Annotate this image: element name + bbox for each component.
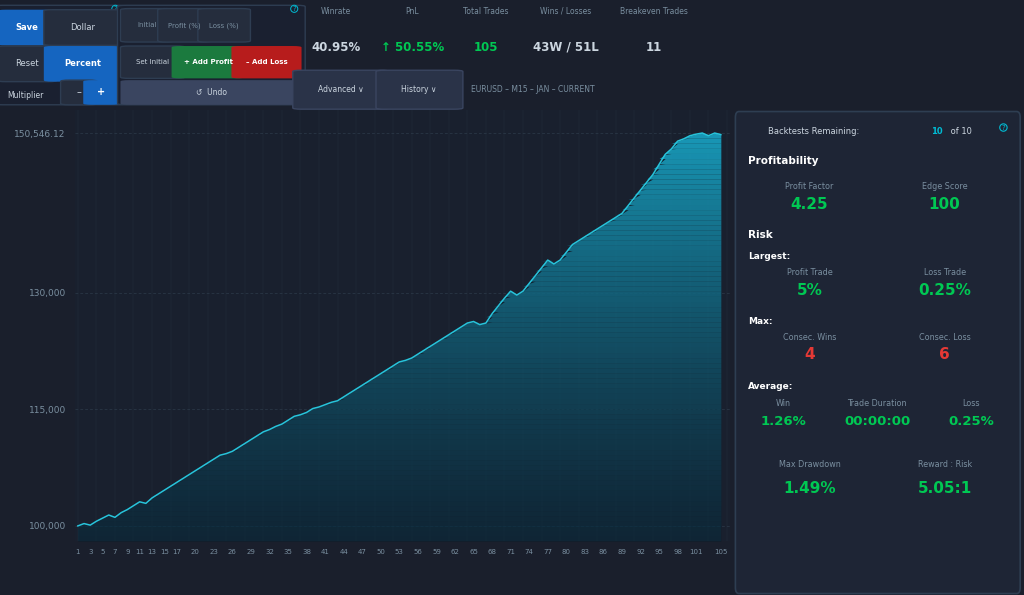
Text: 5.05:1: 5.05:1 [918,481,972,496]
Text: Advanced ∨: Advanced ∨ [318,84,364,93]
Text: 10: 10 [932,127,943,136]
Text: EURUSD – M15 – JAN – CURRENT: EURUSD – M15 – JAN – CURRENT [471,84,595,93]
Text: 6: 6 [939,347,950,362]
FancyBboxPatch shape [198,8,251,42]
FancyBboxPatch shape [172,46,245,79]
FancyBboxPatch shape [0,10,57,45]
FancyBboxPatch shape [376,70,463,109]
FancyBboxPatch shape [735,111,1020,594]
FancyBboxPatch shape [118,5,305,105]
Text: + Add Profit: + Add Profit [183,59,232,65]
Text: Loss (%): Loss (%) [209,22,239,29]
Text: Wins / Losses: Wins / Losses [541,7,592,15]
Text: Trade Duration: Trade Duration [847,399,907,408]
Text: –: – [77,87,81,98]
Text: Average:: Average: [748,382,794,391]
Text: Reset: Reset [15,60,39,68]
Text: Consec. Loss: Consec. Loss [919,333,971,342]
Text: Win: Win [775,399,791,408]
FancyBboxPatch shape [158,8,210,42]
Text: Consec. Wins: Consec. Wins [782,333,837,342]
Text: Initial: Initial [137,23,157,29]
Text: Winrate: Winrate [321,7,351,15]
FancyBboxPatch shape [121,46,184,79]
FancyBboxPatch shape [231,46,301,79]
Text: 0.25%: 0.25% [919,283,971,298]
Text: of 10: of 10 [947,127,972,136]
FancyBboxPatch shape [0,5,125,105]
Text: 1.26%: 1.26% [760,415,806,428]
Text: 0.25%: 0.25% [948,415,994,428]
Text: History ∨: History ∨ [401,84,437,93]
Text: Risk: Risk [748,230,772,240]
Text: $50550.00: $50550.00 [393,83,431,89]
FancyBboxPatch shape [44,46,121,82]
Text: ?: ? [293,6,296,12]
Text: +: + [97,87,105,98]
Text: Profit (%): Profit (%) [168,22,201,29]
Text: Edge Score: Edge Score [922,182,968,191]
Text: 4: 4 [804,347,815,362]
Text: – Add Loss: – Add Loss [246,59,288,65]
Text: Loss: Loss [963,399,980,408]
Text: 00:00:00: 00:00:00 [844,415,910,428]
Text: Profitability: Profitability [748,156,818,166]
Text: ↑ 50.55%: ↑ 50.55% [381,41,444,54]
Text: ?: ? [1001,124,1006,130]
Text: ?: ? [114,6,117,12]
Text: Dollar: Dollar [70,23,95,32]
Text: 5%: 5% [797,283,822,298]
Text: Largest:: Largest: [748,252,790,261]
Text: Percent: Percent [65,60,101,68]
Text: 100: 100 [929,197,961,212]
Text: Max Drawdown: Max Drawdown [778,459,841,469]
Text: 40.95%: 40.95% [311,41,360,54]
Text: Reward : Risk: Reward : Risk [918,459,972,469]
Text: Save: Save [15,23,39,32]
FancyBboxPatch shape [293,70,389,109]
Text: Loss Trade: Loss Trade [924,268,966,277]
FancyBboxPatch shape [0,46,57,82]
FancyBboxPatch shape [44,10,121,45]
FancyBboxPatch shape [83,80,120,105]
Text: PnL: PnL [406,7,419,15]
Text: Backtests Remaining:: Backtests Remaining: [768,127,862,136]
Text: ↺  Undo: ↺ Undo [196,88,226,97]
Text: Profit Factor: Profit Factor [785,182,834,191]
Text: Multiplier: Multiplier [7,91,44,101]
Text: Set Initial: Set Initial [136,59,169,65]
Text: Breakeven Trades: Breakeven Trades [620,7,687,15]
Text: Profit Trade: Profit Trade [786,268,833,277]
Text: 11: 11 [645,41,662,54]
Text: 105: 105 [473,41,498,54]
Text: Total Trades: Total Trades [463,7,508,15]
FancyBboxPatch shape [121,80,301,105]
Text: 43W / 51L: 43W / 51L [532,41,599,54]
Text: 4.25: 4.25 [791,197,828,212]
FancyBboxPatch shape [121,8,173,42]
FancyBboxPatch shape [60,80,97,105]
Text: Max:: Max: [748,317,772,325]
Text: 1.49%: 1.49% [783,481,836,496]
